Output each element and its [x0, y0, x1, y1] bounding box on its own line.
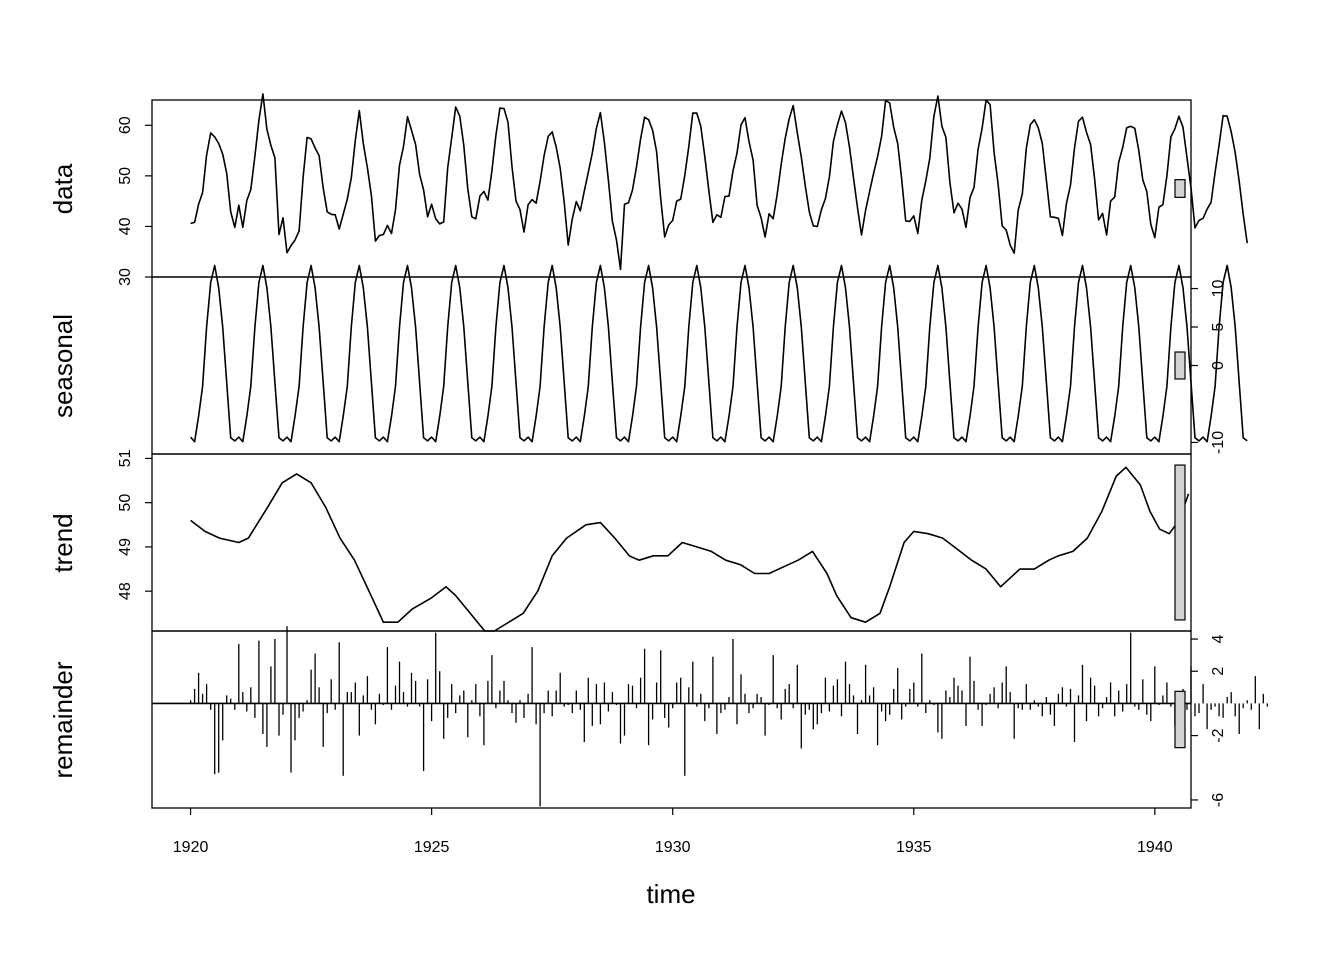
seasonal-scale-bar [1174, 351, 1186, 380]
panel-data: data 30 40 50 60 [48, 93, 1248, 286]
panel-data-ticks: 30 40 50 60 [117, 116, 152, 286]
trend-y-tick-label: 51 [117, 449, 134, 467]
seasonal-y-tick-label: -10 [1210, 431, 1227, 454]
trend-y-tick-label: 50 [117, 494, 134, 512]
data-series-line [190, 93, 1248, 271]
panel-remainder: remainder -6 -2 2 4 [48, 626, 1268, 809]
x-axis: 1920 1925 1930 1935 1940 [173, 808, 1173, 856]
data-y-tick-label: 60 [117, 116, 134, 134]
x-tick-label: 1940 [1137, 839, 1173, 856]
panel-seasonal-frame [151, 276, 1192, 455]
data-y-tick-label: 50 [117, 167, 134, 185]
panel-remainder-frame [151, 630, 1192, 809]
panel-remainder-ticks: -6 -2 2 4 [1191, 634, 1227, 807]
seasonal-series-line [189, 264, 1248, 443]
seasonal-y-tick-label: 0 [1210, 361, 1227, 370]
data-y-tick-label: 30 [117, 268, 134, 286]
data-scale-bar [1174, 179, 1186, 198]
x-tick-label: 1920 [173, 839, 209, 856]
panel-trend: trend 48 49 50 51 [48, 449, 1192, 632]
trend-series-line [190, 466, 1190, 632]
x-tick-label: 1925 [414, 839, 450, 856]
trend-y-tick-label: 48 [117, 582, 134, 600]
remainder-y-tick-label: 2 [1210, 667, 1227, 676]
x-tick-label: 1935 [896, 839, 932, 856]
seasonal-y-tick-label: 10 [1210, 280, 1227, 298]
remainder-y-tick-label: -2 [1210, 728, 1227, 742]
panel-seasonal-label: seasonal [48, 314, 78, 418]
panel-data-frame [151, 99, 1192, 278]
trend-scale-bar [1174, 464, 1186, 621]
remainder-y-tick-label: -6 [1210, 793, 1227, 807]
remainder-scale-bar [1174, 690, 1186, 749]
data-y-tick-label: 40 [117, 217, 134, 235]
panel-trend-ticks: 48 49 50 51 [117, 449, 152, 600]
x-axis-title: time [646, 879, 695, 909]
trend-y-tick-label: 49 [117, 538, 134, 556]
panel-data-label: data [48, 163, 78, 214]
x-tick-label: 1930 [655, 839, 691, 856]
panel-remainder-label: remainder [48, 661, 78, 778]
panel-trend-label: trend [48, 513, 78, 572]
remainder-y-tick-label: 4 [1210, 634, 1227, 643]
remainder-bars [189, 626, 1268, 807]
